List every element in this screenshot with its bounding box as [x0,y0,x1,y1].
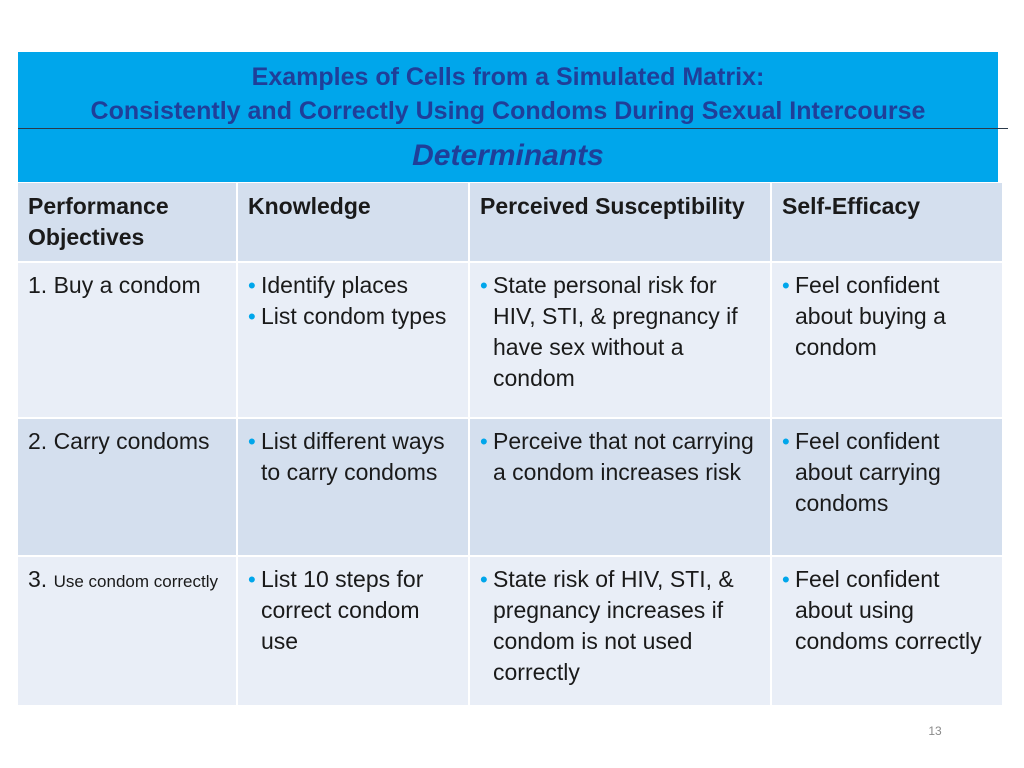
objective-text: Use condom correctly [53,572,218,591]
slide-header: Examples of Cells from a Simulated Matri… [18,52,998,182]
list-item: List 10 steps for correct condom use [248,564,458,657]
title-line-1: Examples of Cells from a Simulated Matri… [251,63,765,91]
knowledge-cell: List different ways to carry condoms [238,419,468,555]
col-header-performance-objectives: Performance Objectives [18,183,236,261]
efficacy-cell: Feel confident about carrying condoms [772,419,1002,555]
col-header-self-efficacy: Self-Efficacy [772,183,1002,261]
knowledge-cell: Identify places List condom types [238,263,468,417]
col-header-knowledge: Knowledge [238,183,468,261]
knowledge-cell: List 10 steps for correct condom use [238,557,468,705]
list-item: Feel confident about carrying condoms [782,426,992,519]
col-header-perceived-susceptibility: Perceived Susceptibility [470,183,770,261]
objective-cell: 3. Use condom correctly [18,557,236,705]
list-item: Identify places [248,270,458,301]
list-item: List different ways to carry condoms [248,426,458,488]
efficacy-cell: Feel confident about buying a condom [772,263,1002,417]
title-line-2: Consistently and Correctly Using Condoms… [90,97,926,125]
slide-title: Examples of Cells from a Simulated Matri… [18,60,998,128]
list-item: State risk of HIV, STI, & pregnancy incr… [480,564,760,688]
list-item: Perceive that not carrying a condom incr… [480,426,760,488]
objective-cell: 1. Buy a condom [18,263,236,417]
objective-cell: 2. Carry condoms [18,419,236,555]
susceptibility-cell: Perceive that not carrying a condom incr… [470,419,770,555]
objective-number: 3. [28,566,48,592]
susceptibility-cell: State personal risk for HIV, STI, & preg… [470,263,770,417]
list-item: Feel confident about using condoms corre… [782,564,992,657]
list-item: Feel confident about buying a condom [782,270,992,363]
list-item: State personal risk for HIV, STI, & preg… [480,270,760,394]
susceptibility-cell: State risk of HIV, STI, & pregnancy incr… [470,557,770,705]
determinants-heading: Determinants [412,139,604,172]
matrix-table: Performance Objectives Knowledge Perceiv… [18,183,1002,705]
efficacy-cell: Feel confident about using condoms corre… [772,557,1002,705]
list-item: List condom types [248,301,458,332]
page-number: 13 [928,724,942,738]
title-divider [18,128,1008,129]
